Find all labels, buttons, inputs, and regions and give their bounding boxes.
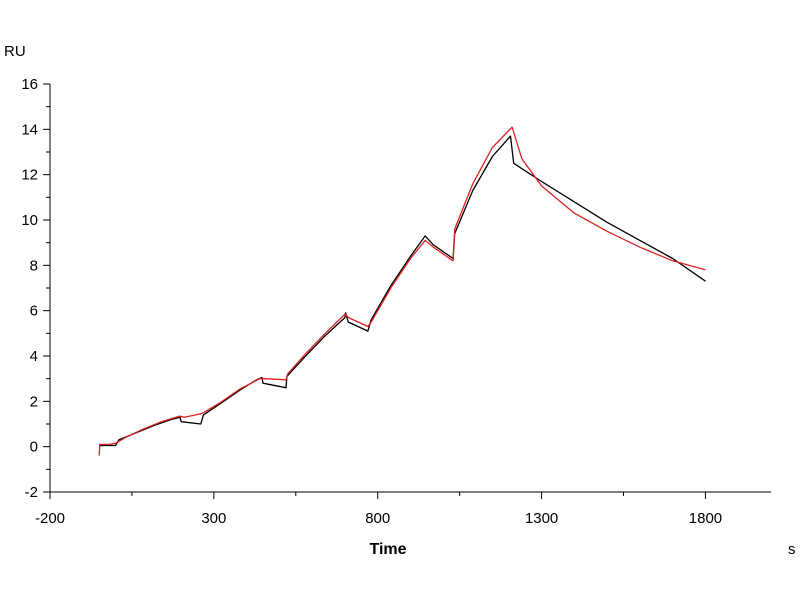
y-tick-label: 10 — [21, 212, 38, 229]
x-tick-label: 1300 — [525, 510, 558, 527]
series-layer — [98, 126, 706, 456]
x-tick-label: 1800 — [689, 510, 722, 527]
y-tick-label: 2 — [30, 393, 38, 410]
series-line-red — [98, 126, 706, 456]
y-unit-label: RU — [4, 43, 26, 60]
y-tick-label: 16 — [21, 76, 38, 93]
y-tick-label: 14 — [21, 121, 38, 138]
y-tick-label: 6 — [30, 303, 38, 320]
axes: -2 0 2 4 6 8 10 12 14 16 -200 300 800 1300 1800 — [21, 76, 771, 527]
y-tick-label: 4 — [30, 348, 38, 365]
y-tick-label: 8 — [30, 257, 38, 274]
y-tick-label: 0 — [30, 439, 38, 456]
y-tick-label: -2 — [25, 484, 38, 501]
y-tick-label: 12 — [21, 167, 38, 184]
x-tick-label: -200 — [35, 510, 65, 527]
x-unit-label: s — [788, 541, 796, 558]
series-line-black — [98, 135, 706, 448]
x-tick-label: 800 — [365, 510, 390, 527]
x-tick-label: 300 — [201, 510, 226, 527]
x-axis-title: Time — [369, 541, 406, 558]
